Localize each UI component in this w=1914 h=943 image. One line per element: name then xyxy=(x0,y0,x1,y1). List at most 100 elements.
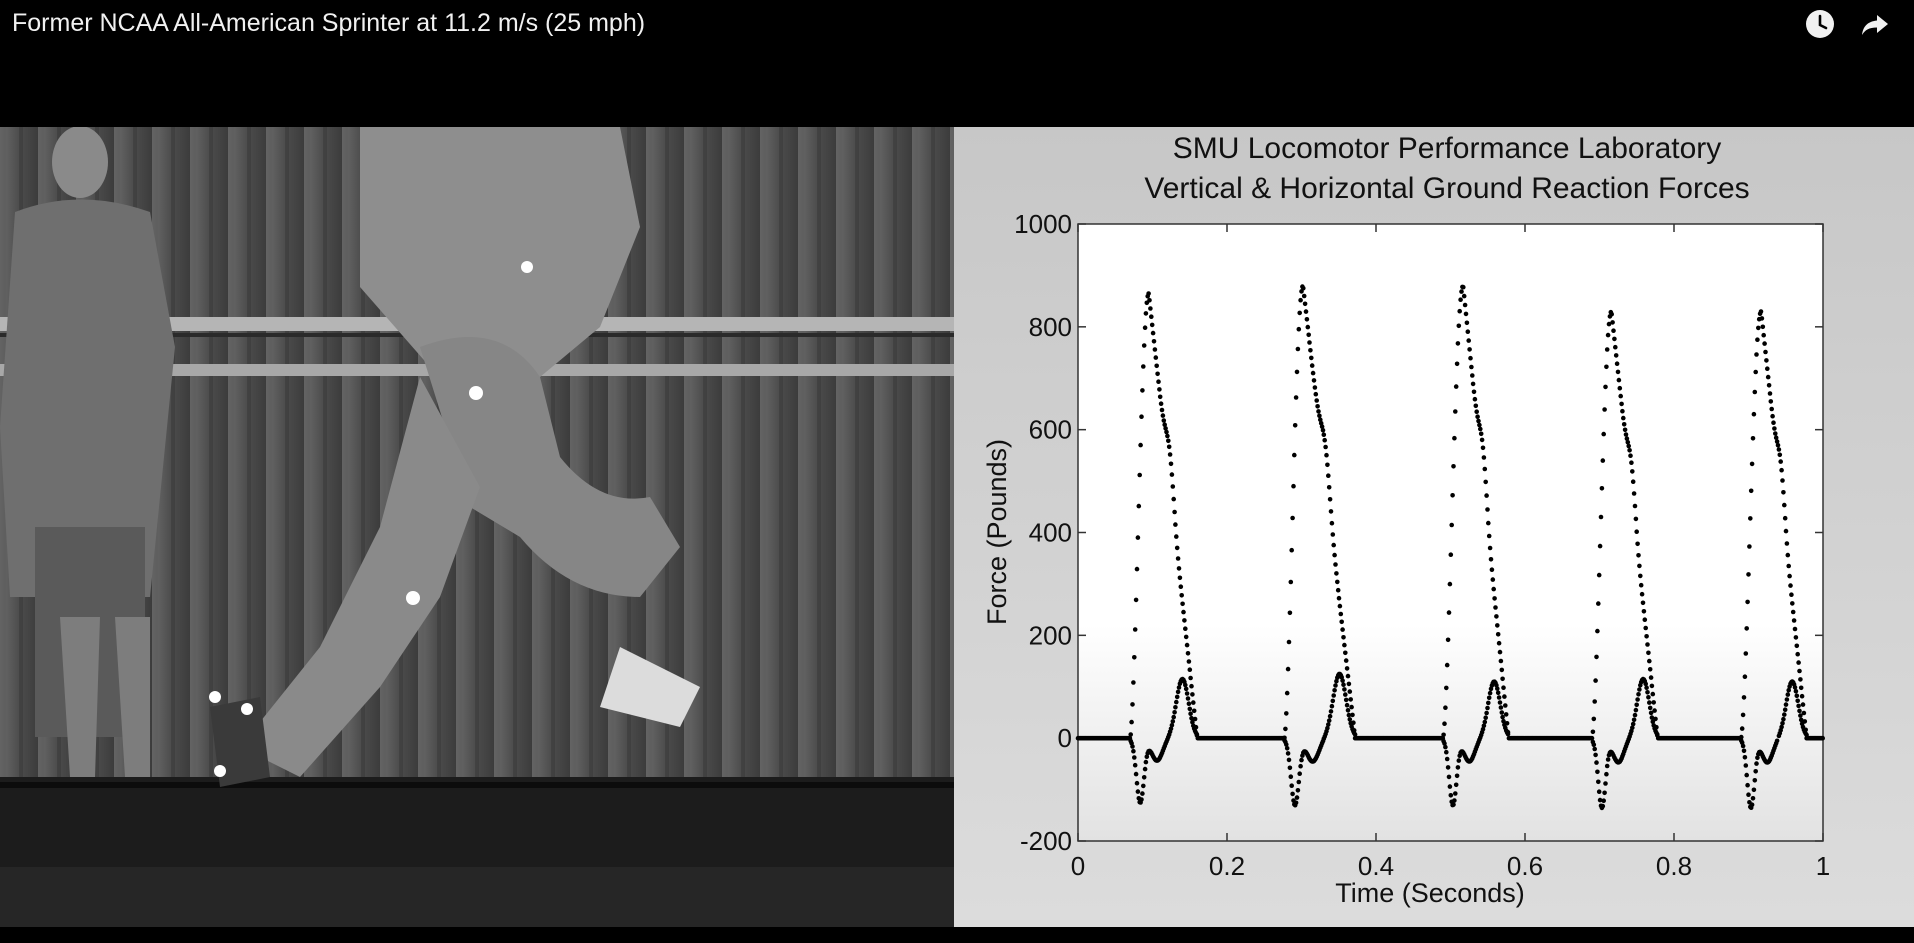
vertical-force-point xyxy=(1312,385,1318,390)
horizontal-force-point xyxy=(1347,717,1353,722)
vertical-force-point xyxy=(1768,399,1774,404)
vertical-force-point xyxy=(1188,675,1193,681)
horizontal-force-point xyxy=(1783,702,1789,707)
vertical-force-point xyxy=(1502,694,1507,699)
vertical-force-point xyxy=(1473,403,1479,409)
vertical-force-point xyxy=(1646,650,1651,656)
vertical-force-point xyxy=(1335,587,1341,593)
vertical-force-point xyxy=(1752,389,1758,395)
horizontal-force-point xyxy=(1172,710,1177,715)
vertical-force-point xyxy=(1787,573,1792,579)
vertical-force-point xyxy=(1316,409,1321,414)
vertical-force-point xyxy=(1309,363,1315,368)
vertical-force-point xyxy=(1297,310,1302,316)
horizontal-force-point xyxy=(1130,744,1135,749)
vertical-force-point xyxy=(1466,338,1471,343)
vertical-force-point xyxy=(1314,398,1319,403)
vertical-force-point xyxy=(1181,609,1186,615)
vertical-force-point xyxy=(1322,437,1327,443)
horizontal-force-point xyxy=(1754,761,1759,766)
vertical-force-point xyxy=(1298,297,1303,303)
horizontal-force-point xyxy=(1481,723,1487,729)
vertical-force-point xyxy=(1497,649,1503,655)
vertical-force-point xyxy=(1191,708,1197,714)
vertical-force-point xyxy=(1153,355,1159,360)
x-tick-label: 1 xyxy=(1816,851,1830,881)
vertical-force-point xyxy=(1287,610,1293,616)
vertical-force-point xyxy=(1329,520,1335,526)
vertical-force-point xyxy=(1771,420,1776,426)
horizontal-force-point xyxy=(1326,718,1332,723)
vertical-force-point xyxy=(1307,340,1312,345)
watch-later-icon xyxy=(1806,10,1834,38)
vertical-force-point xyxy=(1461,293,1467,299)
vertical-force-point xyxy=(1442,721,1447,726)
vertical-force-point xyxy=(1192,716,1198,722)
horizontal-force-point xyxy=(1782,707,1788,712)
vertical-force-point xyxy=(1789,592,1794,597)
horizontal-force-point xyxy=(1785,692,1791,697)
vertical-force-point xyxy=(1626,443,1631,449)
horizontal-force-point xyxy=(1456,758,1462,763)
horizontal-force-point xyxy=(1170,719,1176,724)
vertical-force-point xyxy=(1180,601,1185,607)
horizontal-force-point xyxy=(1328,709,1334,714)
horizontal-force-point xyxy=(1774,738,1780,744)
horizontal-force-point xyxy=(1485,705,1490,711)
vertical-force-point xyxy=(1461,284,1466,290)
vertical-force-point xyxy=(1176,566,1182,571)
video-title[interactable]: Former NCAA All-American Sprinter at 11.… xyxy=(12,9,646,37)
horizontal-force-point xyxy=(1134,780,1140,786)
vertical-force-point xyxy=(1634,529,1639,534)
vertical-force-point xyxy=(1143,311,1149,316)
horizontal-force-point xyxy=(1649,715,1655,720)
vertical-force-point xyxy=(1159,407,1165,413)
vertical-force-point xyxy=(1645,642,1650,647)
share-button[interactable] xyxy=(1857,6,1893,42)
vertical-force-point xyxy=(1802,719,1808,724)
video-frame[interactable] xyxy=(0,127,954,927)
vertical-force-point xyxy=(1339,619,1344,625)
chart-title: SMU Locomotor Performance Laboratory xyxy=(1173,132,1722,165)
watch-later-button[interactable] xyxy=(1802,6,1838,42)
horizontal-force-point xyxy=(1445,765,1451,770)
vertical-force-point xyxy=(1149,314,1154,319)
vertical-force-point xyxy=(1764,358,1769,363)
vertical-force-point xyxy=(1333,562,1338,567)
horizontal-force-point xyxy=(1175,689,1181,695)
horizontal-force-point xyxy=(1144,754,1150,759)
vertical-force-point xyxy=(1296,326,1302,332)
vertical-force-point xyxy=(1148,306,1153,311)
horizontal-force-point xyxy=(1794,693,1800,699)
vertical-force-point xyxy=(1326,485,1332,490)
vertical-force-point xyxy=(1780,478,1785,483)
vertical-force-point xyxy=(1174,545,1180,551)
horizontal-force-point xyxy=(1630,725,1635,730)
vertical-force-point xyxy=(1751,411,1757,417)
video-image xyxy=(0,127,954,927)
horizontal-force-point xyxy=(1344,702,1350,708)
x-tick-label: 0.4 xyxy=(1358,851,1394,881)
vertical-force-point xyxy=(1130,702,1135,707)
horizontal-force-point xyxy=(1296,779,1302,785)
vertical-force-point xyxy=(1598,514,1604,520)
vertical-force-point xyxy=(1481,455,1487,460)
vertical-force-point xyxy=(1749,461,1755,467)
horizontal-force-point xyxy=(1174,694,1180,700)
horizontal-force-point xyxy=(1171,714,1176,720)
horizontal-force-point xyxy=(1442,741,1447,746)
vertical-force-point xyxy=(1762,341,1767,346)
vertical-force-point xyxy=(1338,611,1344,617)
horizontal-force-point xyxy=(1141,783,1146,789)
vertical-force-point xyxy=(1444,685,1449,691)
vertical-force-point xyxy=(1445,637,1451,643)
vertical-force-point xyxy=(1770,413,1775,419)
vertical-force-point xyxy=(1627,448,1632,453)
vertical-force-point xyxy=(1503,703,1508,708)
horizontal-force-point xyxy=(1330,698,1336,704)
vertical-force-point xyxy=(1630,469,1635,474)
horizontal-force-point xyxy=(1636,692,1641,697)
vertical-force-point xyxy=(1340,627,1345,632)
horizontal-force-point xyxy=(1497,700,1503,705)
vertical-force-point xyxy=(1171,496,1176,502)
